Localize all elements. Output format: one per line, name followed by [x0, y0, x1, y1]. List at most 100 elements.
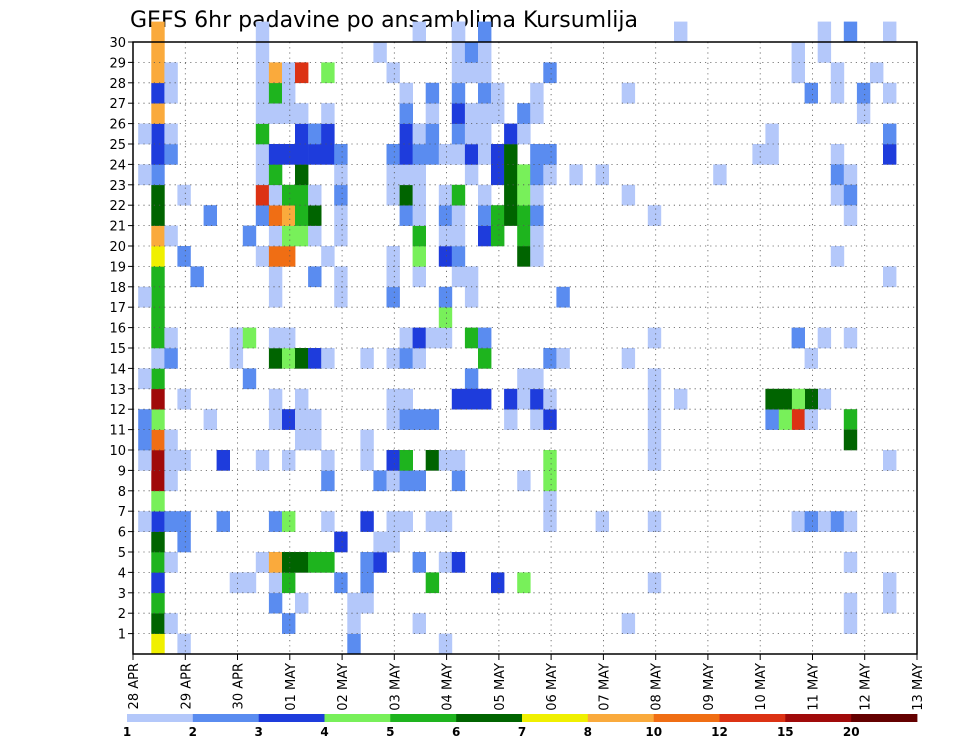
- precip-cell: [282, 62, 296, 84]
- precip-cell: [268, 286, 283, 308]
- precip-cell: [621, 184, 636, 206]
- x-tick-label: 07 MAY: [597, 663, 612, 711]
- y-tick-label: 2: [118, 607, 126, 622]
- precip-cell: [229, 572, 244, 594]
- precip-cell: [464, 327, 479, 349]
- x-tick-label: 11 MAY: [807, 663, 822, 711]
- y-tick-label: 21: [109, 220, 126, 235]
- precip-cell: [830, 164, 845, 186]
- precip-cell: [399, 450, 413, 471]
- precip-cell: [177, 450, 191, 471]
- precip-cell: [438, 552, 453, 573]
- precip-cell: [647, 511, 662, 532]
- precip-cell: [451, 266, 466, 288]
- precip-cell: [830, 144, 845, 165]
- precip-cell: [451, 552, 466, 573]
- precip-cell: [530, 246, 544, 267]
- precip-cell: [399, 348, 413, 369]
- precip-cell: [268, 511, 283, 532]
- precip-cell: [255, 21, 270, 43]
- x-tick-label: 05 MAY: [493, 663, 508, 711]
- precip-cell: [164, 123, 178, 145]
- precip-cell: [268, 103, 283, 124]
- precip-cell: [713, 164, 727, 186]
- precip-cell: [412, 552, 426, 573]
- precip-cell: [255, 123, 270, 145]
- precip-cell: [164, 82, 178, 104]
- precip-cell: [229, 327, 244, 349]
- precip-cell: [282, 225, 296, 247]
- x-tick-label: 12 MAY: [859, 663, 874, 711]
- precip-cell: [334, 531, 348, 553]
- precip-cell: [255, 184, 270, 206]
- y-tick-label: 16: [109, 322, 126, 337]
- precip-cell: [151, 348, 165, 369]
- precip-cell: [674, 21, 688, 43]
- precip-cell: [151, 552, 165, 573]
- precip-cell: [478, 348, 492, 369]
- precip-cell: [883, 592, 897, 614]
- precip-cell: [856, 82, 871, 104]
- precip-cell: [334, 225, 348, 247]
- precip-cell: [151, 123, 165, 145]
- precip-cell: [386, 144, 400, 165]
- precip-cell: [164, 62, 178, 84]
- precip-cell: [216, 450, 230, 471]
- precip-cell: [804, 82, 818, 104]
- precip-cell: [451, 246, 466, 267]
- precip-cell: [334, 286, 348, 308]
- precip-cell: [438, 225, 453, 247]
- precip-cell: [438, 144, 453, 165]
- precip-cell: [595, 511, 609, 532]
- precip-cell: [883, 450, 897, 471]
- precip-cell: [295, 348, 309, 369]
- precip-cell: [308, 409, 322, 430]
- precip-cell: [451, 450, 466, 471]
- precip-cell: [504, 205, 518, 226]
- grid-layer: [133, 41, 917, 654]
- precip-cell: [478, 388, 492, 410]
- colorbar-label: 8: [584, 725, 592, 739]
- precip-cell: [791, 42, 805, 63]
- precip-cell: [360, 429, 374, 451]
- precip-cell: [804, 348, 818, 369]
- precip-cell: [517, 368, 531, 390]
- precip-cell: [765, 123, 779, 145]
- precip-cell: [373, 552, 387, 573]
- precip-cell: [464, 286, 479, 308]
- precip-cell: [308, 205, 322, 226]
- precip-cell: [399, 511, 413, 532]
- precip-cell: [151, 103, 165, 124]
- precip-cell: [282, 327, 296, 349]
- precip-cell: [464, 368, 479, 390]
- precip-cell: [464, 62, 479, 84]
- precip-cell: [399, 144, 413, 165]
- y-tick-label: 11: [109, 424, 126, 439]
- precip-cell: [399, 470, 413, 492]
- precip-cell: [804, 511, 818, 532]
- y-tick-label: 7: [118, 505, 126, 520]
- precip-cell: [282, 103, 296, 124]
- precip-cell: [151, 572, 165, 594]
- precip-cell: [295, 184, 309, 206]
- precip-cell: [843, 327, 858, 349]
- precip-cell: [425, 123, 440, 145]
- precip-cell: [164, 225, 178, 247]
- precip-cell: [138, 409, 152, 430]
- precip-cell: [282, 450, 296, 471]
- precip-cell: [883, 572, 897, 594]
- precip-cell: [438, 511, 453, 532]
- precip-cell: [151, 62, 165, 84]
- precip-cell: [765, 388, 779, 410]
- precip-cell: [543, 450, 557, 471]
- precip-cell: [151, 266, 165, 288]
- precip-cell: [399, 327, 413, 349]
- precip-cell: [164, 144, 178, 165]
- precip-cell: [504, 123, 518, 145]
- x-tick-label: 10 MAY: [754, 663, 769, 711]
- precip-cell: [530, 82, 544, 104]
- precip-cell: [216, 511, 230, 532]
- y-tick-label: 1: [118, 628, 126, 643]
- precip-cell: [360, 450, 374, 471]
